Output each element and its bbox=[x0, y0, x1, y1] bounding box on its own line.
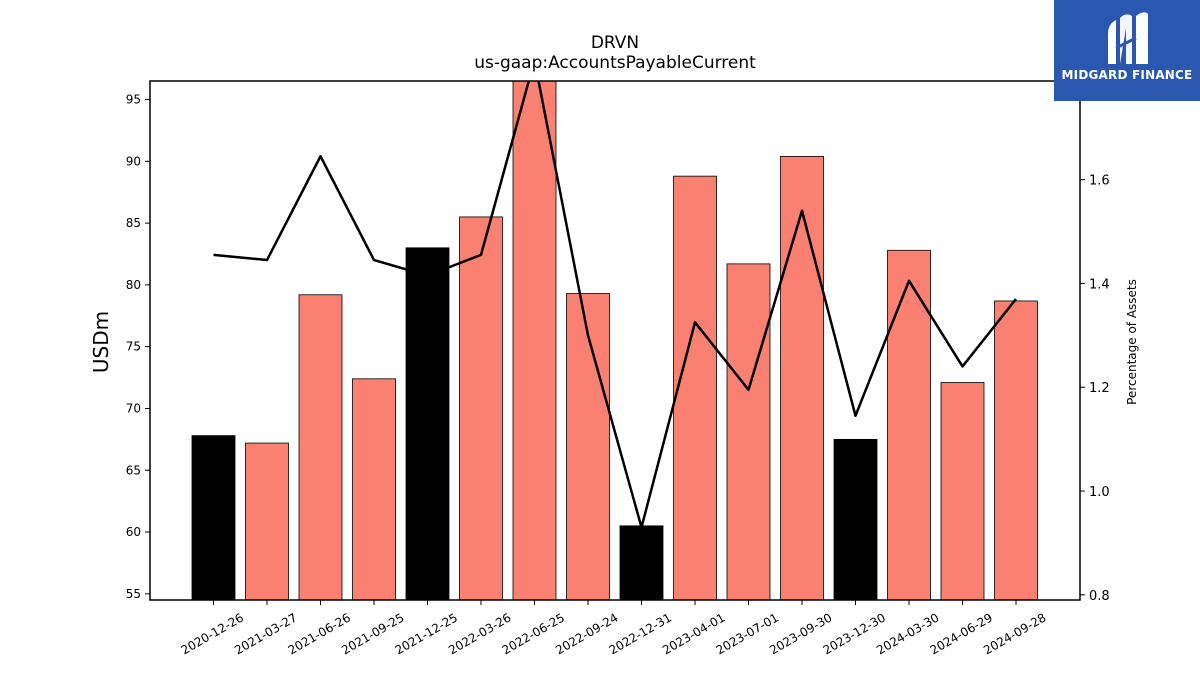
y-tick-label-left: 60 bbox=[126, 525, 141, 539]
bar-2023-04-01 bbox=[673, 175, 717, 600]
y-axis-label-left: USDm bbox=[89, 311, 113, 373]
y-tick-label-right: 1.4 bbox=[1089, 277, 1110, 292]
bar-2022-12-31 bbox=[619, 525, 664, 600]
chart-title: DRVN bbox=[591, 33, 639, 53]
bar-2024-03-30 bbox=[887, 249, 931, 600]
y-tick-label-left: 65 bbox=[126, 463, 141, 477]
line-layer bbox=[213, 81, 1017, 529]
bar-2020-12-26 bbox=[191, 435, 236, 600]
bar-2021-06-26 bbox=[298, 294, 343, 600]
bar-2023-09-30 bbox=[780, 155, 824, 600]
y-tick-label-left: 95 bbox=[126, 93, 141, 107]
logo-mark-icon bbox=[1108, 12, 1148, 64]
y-tick-label-left: 85 bbox=[126, 216, 141, 230]
bar-2021-12-25 bbox=[405, 247, 450, 600]
bar-2024-09-28 bbox=[994, 300, 1038, 600]
plot-frame bbox=[149, 80, 1081, 601]
y-tick-label-left: 70 bbox=[126, 401, 141, 415]
bar-2023-07-01 bbox=[726, 263, 771, 600]
percentage-line bbox=[213, 81, 1017, 529]
y-tick-label-right: 1.2 bbox=[1089, 381, 1110, 396]
bar-2021-09-25 bbox=[352, 378, 396, 600]
y-tick-label-left: 75 bbox=[126, 340, 141, 354]
bar-2022-09-24 bbox=[566, 293, 610, 600]
bar-2023-12-30 bbox=[833, 438, 878, 600]
bar-2024-06-29 bbox=[940, 382, 985, 600]
chart-subtitle: us-gaap:AccountsPayableCurrent bbox=[474, 53, 756, 73]
midgard-finance-logo: MIDGARD FINANCE bbox=[1054, 0, 1200, 101]
bar-2022-06-25 bbox=[512, 81, 557, 600]
y-tick-label-left: 80 bbox=[126, 278, 141, 292]
bars-layer bbox=[191, 81, 1038, 600]
y-tick-label-left: 55 bbox=[126, 587, 141, 601]
logo-text: MIDGARD FINANCE bbox=[1061, 68, 1193, 82]
y-tick-label-left: 90 bbox=[126, 154, 141, 168]
bar-2021-03-27 bbox=[245, 442, 289, 600]
y-axis-label-right: Percentage of Assets bbox=[1125, 279, 1139, 405]
y-tick-label-right: 0.8 bbox=[1089, 589, 1110, 604]
bar-2022-03-26 bbox=[459, 216, 503, 600]
y-tick-label-right: 1.6 bbox=[1089, 174, 1110, 189]
y-tick-label-right: 1.0 bbox=[1089, 485, 1110, 500]
